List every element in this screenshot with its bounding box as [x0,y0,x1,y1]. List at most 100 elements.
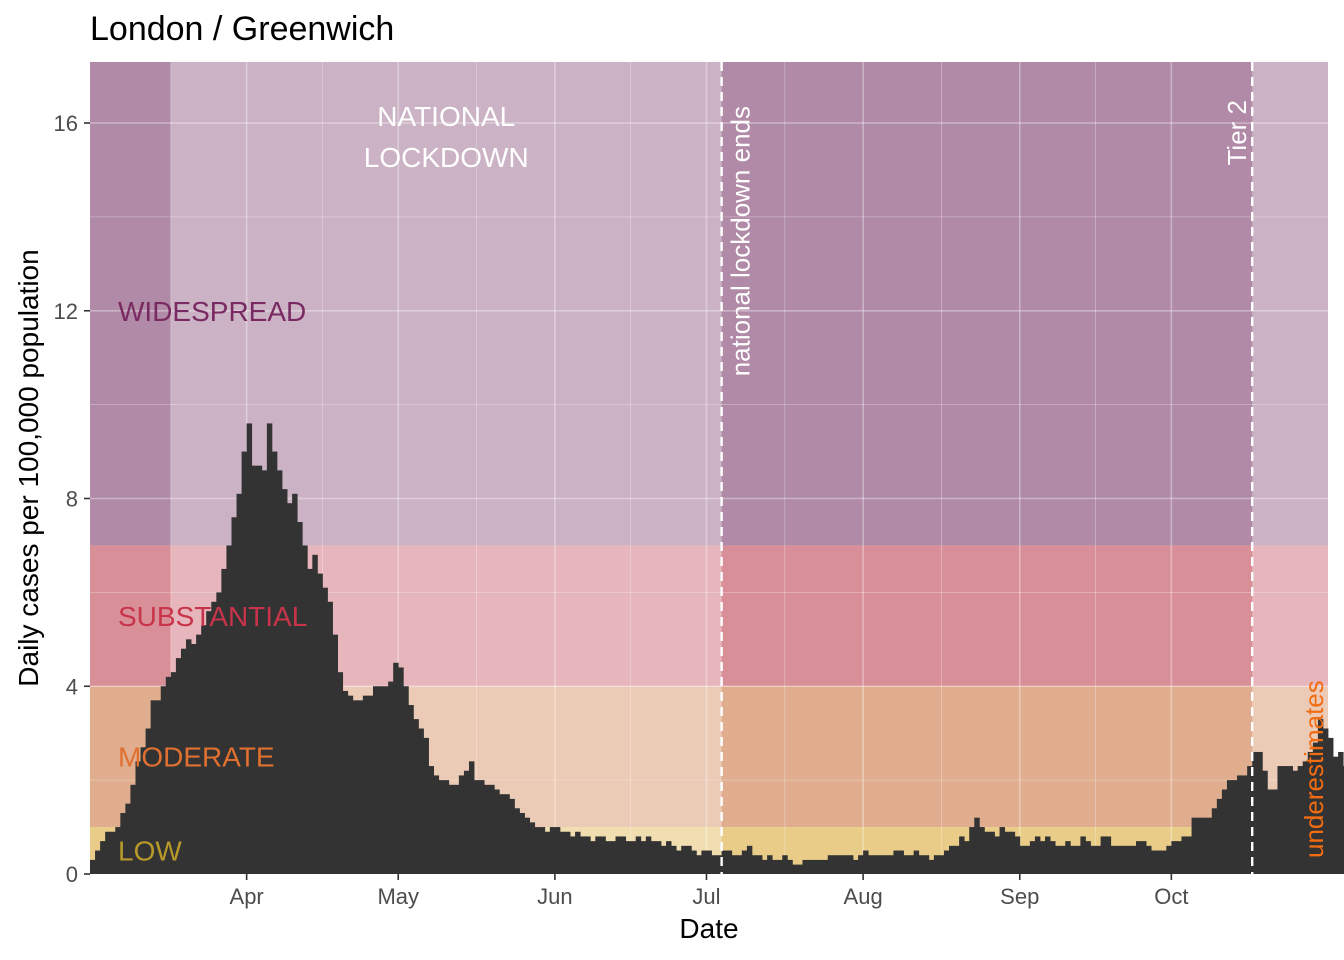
bar [1333,756,1339,874]
bar [1267,789,1273,874]
bar [357,700,364,874]
bar [595,836,601,874]
bar [994,836,1000,874]
bar [837,855,844,874]
underestimates-label: underestimates [1299,680,1329,858]
x-tick-label: Jul [692,884,720,909]
bar [474,780,480,874]
bar [888,855,894,874]
bar [1242,775,1248,874]
bar [246,423,253,874]
bar [751,855,758,874]
bar [853,859,859,874]
x-tick-label: Oct [1154,884,1188,909]
bar [130,784,136,874]
bar [863,850,869,874]
bar [676,850,682,874]
bar [873,855,879,874]
bar [570,836,576,874]
bar [721,850,728,874]
bar [388,681,394,874]
bar [635,836,642,874]
bar [1039,841,1046,874]
bar [458,775,465,874]
bar [509,798,515,874]
bar [206,611,212,874]
bar [1055,845,1061,874]
bar [372,686,379,874]
band-label-substantial: SUBSTANTIAL [118,601,307,632]
bar [95,850,101,874]
bar [312,554,318,874]
bar [1206,817,1213,874]
bar [145,728,152,874]
bar [979,827,985,874]
bar [261,470,268,874]
bar [307,568,313,874]
bar [504,794,510,874]
bar [342,690,349,874]
annotation-labels: NATIONAL LOCKDOWN national lockdown ends Ti… [364,100,1329,858]
bar [1282,766,1288,874]
bar [559,831,566,874]
lockdown-label-line2: LOCKDOWN [364,142,529,173]
bar [913,850,920,874]
bar [746,845,753,874]
bar [1257,751,1263,874]
bar [479,780,485,874]
underestimates-period [1252,62,1328,874]
bar [1191,817,1198,874]
bar [428,766,435,874]
bar [696,855,702,874]
bar [898,850,904,874]
bar [186,639,192,874]
bar [817,859,824,874]
band-widespread [90,62,1328,546]
bar [716,855,723,874]
bar [317,573,323,874]
bar [1161,850,1167,874]
bar [938,855,945,874]
bar [282,489,288,874]
bar [529,822,536,874]
y-tick-label: 16 [54,111,78,136]
x-tick-label: Apr [230,884,264,909]
bar [605,841,611,874]
bar [686,845,692,874]
chart-title: London / Greenwich [90,10,394,48]
bar [1166,845,1172,874]
bar [201,625,207,874]
bar [468,761,475,874]
bar [807,859,813,874]
bar [1292,770,1299,874]
bar [928,859,935,874]
bar [984,831,990,874]
bar [216,592,222,874]
bar [610,841,616,874]
bar [706,850,712,874]
bar [883,855,889,874]
bar [868,855,874,874]
bar [1186,836,1192,874]
bar [150,700,157,874]
bar [433,775,440,874]
bar [1080,836,1086,874]
bar [1322,728,1329,874]
bar [519,812,525,874]
bar [1287,766,1294,874]
bar [1014,836,1021,874]
bar [236,493,242,874]
bar [276,470,283,874]
bar [453,784,460,874]
bar [115,827,121,874]
bar [1141,841,1147,874]
bar [175,658,182,874]
bar [767,855,773,874]
bar [539,827,546,874]
bar [398,667,404,874]
bar [322,587,328,874]
bar [787,859,793,874]
bar [524,817,531,874]
bar [256,465,263,874]
bar [1125,845,1132,874]
